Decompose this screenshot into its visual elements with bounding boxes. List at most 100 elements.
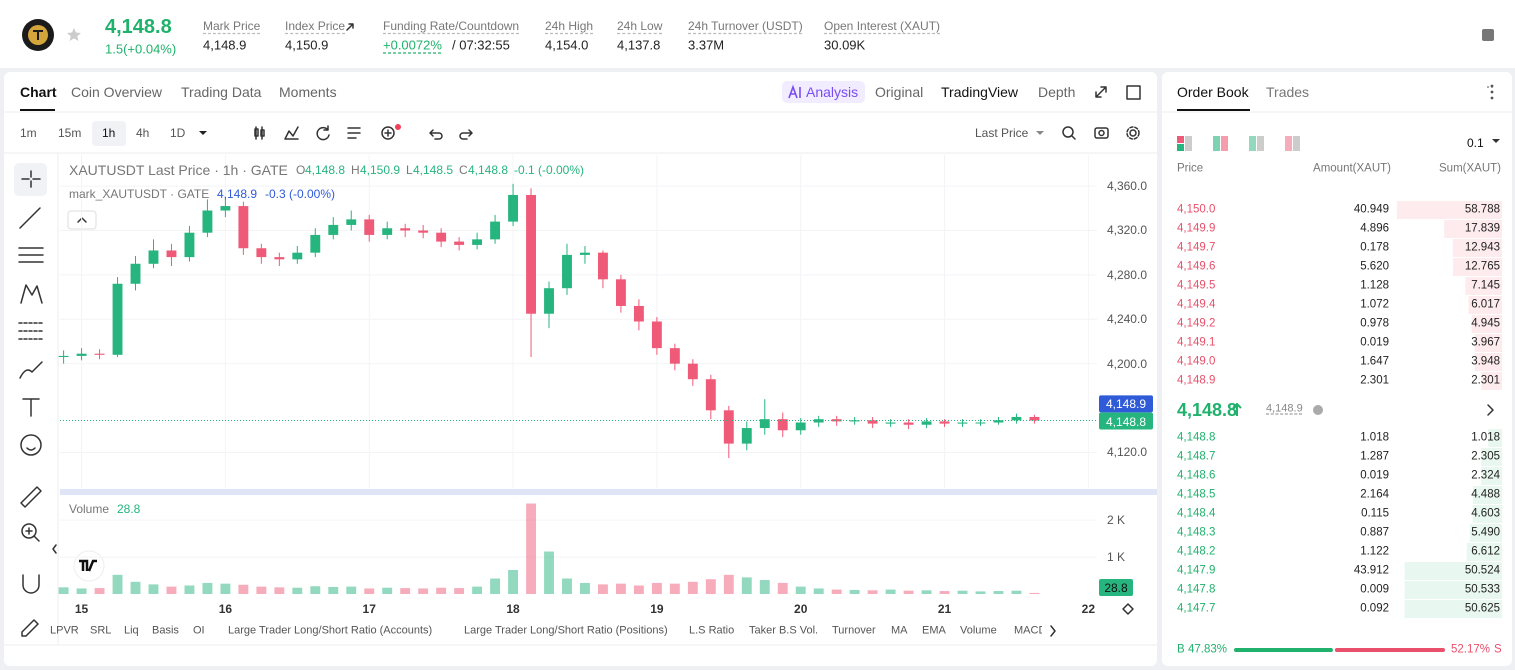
candle-body [777,419,788,431]
book-price[interactable]: 4,148.4 [1177,507,1216,520]
book-price[interactable]: 4,149.5 [1177,279,1216,292]
analysis-pill[interactable] [782,81,865,103]
candle-body [328,224,339,235]
book-amount: 1.647 [1360,355,1389,368]
volume-bar [598,584,608,594]
lock-tool[interactable] [21,619,39,637]
emoji-tool[interactable] [20,434,42,456]
template-icon[interactable] [347,127,361,139]
add-icon[interactable] [381,126,395,140]
interval[interactable]: 15m [58,126,82,140]
replay-icon[interactable] [316,125,330,141]
search-icon[interactable] [1062,126,1074,138]
dropdown-caret[interactable] [199,131,207,135]
indicator[interactable]: OI [193,624,205,637]
book-price[interactable]: 4,150.0 [1177,203,1216,216]
indicator[interactable]: LPVR [50,624,79,637]
view-tab[interactable]: Depth [1038,84,1076,100]
book-price[interactable]: 4,148.9 [1177,374,1216,387]
candle-body [849,420,860,422]
indicator-scroll[interactable] [1050,625,1056,637]
volume-bar [292,587,303,594]
indicator[interactable]: Liq [124,624,139,637]
interval[interactable]: 1D [170,126,186,140]
book-price[interactable]: 4,148.7 [1177,450,1216,463]
view-tab[interactable]: Original [875,84,924,100]
indicator[interactable]: MA [891,624,908,637]
pattern-tool[interactable] [20,284,43,304]
indicator[interactable]: Turnover [832,624,876,637]
precision[interactable]: 0.1 [1467,136,1484,150]
indicator[interactable]: L.S Ratio [689,624,735,637]
book-price[interactable]: 4,149.6 [1177,260,1216,273]
magnet-tool[interactable] [22,574,40,594]
chart-tab[interactable]: Chart [20,84,57,100]
settings-icon[interactable] [1129,129,1137,137]
dropdown-caret[interactable] [1492,139,1500,143]
line-tool[interactable] [19,207,41,229]
crosshair-tool[interactable] [21,170,41,188]
book-price[interactable]: 4,148.5 [1177,488,1216,501]
window-icon[interactable] [1126,85,1141,100]
volume-bar [166,586,177,594]
dropdown-caret[interactable] [1036,131,1044,135]
book-price[interactable]: 4,149.1 [1177,336,1216,349]
collapse-arrow[interactable] [52,544,57,554]
book-tab[interactable]: Order Book [1177,84,1249,100]
favorite-star[interactable] [66,28,81,41]
book-icon[interactable] [1482,29,1494,41]
book-price[interactable]: 4,148.2 [1177,545,1216,558]
book-price[interactable]: 4,149.2 [1177,317,1216,330]
layout-icons[interactable] [1177,136,1300,151]
book-price[interactable]: 4,148.3 [1177,526,1216,539]
book-price[interactable]: 4,149.0 [1177,355,1216,368]
fullscreen-icon[interactable] [1095,86,1107,98]
fib-tool[interactable] [18,322,44,340]
x-tick-label: 22 [1081,602,1096,616]
book-price[interactable]: 4,149.4 [1177,298,1216,311]
view-tab[interactable]: TradingView [941,84,1019,100]
indicator[interactable]: Volume [960,624,997,637]
interval[interactable]: 1m [20,126,37,140]
book-price[interactable]: 4,149.7 [1177,241,1216,254]
camera-icon[interactable] [1094,127,1109,139]
chart-tab[interactable]: Trading Data [181,84,262,100]
book-price[interactable]: 4,147.7 [1177,602,1216,615]
menu-dots[interactable] [1490,84,1494,100]
tab-underline [1177,109,1250,111]
indicator[interactable]: Large Trader Long/Short Ratio (Accounts) [228,624,433,637]
indicator[interactable]: Taker B.S Vol. [749,624,819,637]
brush-tool[interactable] [19,361,43,379]
indicator[interactable]: Basis [152,624,179,637]
zoom-tool[interactable] [21,523,37,539]
book-price[interactable]: 4,147.8 [1177,583,1216,596]
text-tool[interactable] [22,398,40,417]
ruler-tool[interactable] [20,486,42,508]
interval[interactable]: 4h [136,126,150,140]
chart-tab[interactable]: Coin Overview [71,84,163,100]
book-tab[interactable]: Trades [1266,84,1310,100]
y-tick-label: 4,120.0 [1106,445,1147,460]
indicator-icon[interactable] [284,126,299,140]
indicator[interactable]: MACD [1014,625,1042,637]
book-price[interactable]: 4,149.9 [1177,222,1216,235]
candle-body [651,321,662,349]
book-price[interactable]: 4,147.9 [1177,564,1216,577]
indicator[interactable]: SRL [90,624,112,637]
interval[interactable]: 1h [102,126,116,140]
undo-icon[interactable] [429,129,443,140]
book-price[interactable]: 4,148.8 [1177,431,1216,444]
link-icon[interactable] [346,23,354,31]
mid-arrow[interactable] [1487,404,1494,416]
hline-tool[interactable] [18,247,44,263]
buy-letter: B [1177,643,1185,656]
candle-icon[interactable] [254,126,265,140]
chart-tab[interactable]: Moments [279,84,337,100]
analysis-tab[interactable]: Analysis [806,84,859,100]
redo-icon[interactable] [459,129,473,140]
axis-settings[interactable] [1122,603,1134,615]
price-type[interactable]: Last Price [975,126,1029,140]
book-price[interactable]: 4,148.6 [1177,469,1216,482]
indicator[interactable]: EMA [922,624,946,637]
indicator[interactable]: Large Trader Long/Short Ratio (Positions… [464,624,668,637]
